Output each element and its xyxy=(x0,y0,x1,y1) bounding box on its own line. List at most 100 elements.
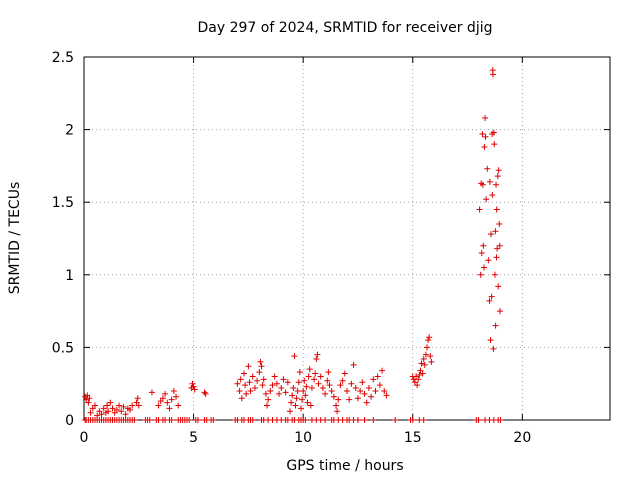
data-point xyxy=(381,387,388,394)
data-point xyxy=(361,390,368,397)
data-point xyxy=(479,181,486,188)
data-point xyxy=(259,382,266,389)
data-point xyxy=(258,363,265,370)
data-point xyxy=(116,402,123,409)
data-point xyxy=(494,173,501,180)
data-point xyxy=(489,71,496,78)
data-point xyxy=(287,408,294,415)
data-point xyxy=(359,379,366,386)
data-point xyxy=(135,402,142,409)
x-tick-label: 0 xyxy=(80,430,89,446)
data-point xyxy=(299,396,306,403)
data-point xyxy=(243,390,250,397)
data-point xyxy=(162,390,169,397)
data-point xyxy=(190,383,197,390)
x-tick-label: 20 xyxy=(513,430,531,446)
data-point xyxy=(422,351,429,358)
data-point xyxy=(325,369,332,376)
data-point xyxy=(414,382,421,389)
data-point xyxy=(300,387,307,394)
data-point xyxy=(339,377,346,384)
data-point xyxy=(104,402,111,409)
data-point xyxy=(365,385,372,392)
data-point xyxy=(105,408,112,415)
data-point xyxy=(346,396,353,403)
data-point xyxy=(186,417,193,423)
data-point xyxy=(260,376,267,383)
data-point xyxy=(237,376,244,383)
data-point xyxy=(201,389,208,396)
data-point xyxy=(86,395,93,402)
data-point xyxy=(319,385,326,392)
data-point xyxy=(238,395,245,402)
data-point xyxy=(486,178,493,185)
data-point xyxy=(256,369,263,376)
data-point xyxy=(234,380,241,387)
data-point xyxy=(493,206,500,213)
data-point xyxy=(494,245,501,252)
data-point xyxy=(308,385,315,392)
data-point xyxy=(191,386,198,393)
data-point xyxy=(314,351,321,358)
data-point xyxy=(312,370,319,377)
data-point xyxy=(415,376,422,383)
data-point xyxy=(354,417,361,423)
data-point xyxy=(341,370,348,377)
data-point xyxy=(488,293,495,300)
data-point xyxy=(421,361,428,368)
data-point xyxy=(249,417,256,423)
data-point xyxy=(427,353,434,360)
y-tick-label: 1.5 xyxy=(52,195,74,211)
data-point xyxy=(476,206,483,213)
data-point xyxy=(254,377,261,384)
y-tick-label: 2.5 xyxy=(52,50,74,66)
data-point xyxy=(483,196,490,203)
data-point xyxy=(428,358,435,365)
data-point xyxy=(289,392,296,399)
chart-title: Day 297 of 2024, SRMTID for receiver dji… xyxy=(198,20,493,36)
data-point xyxy=(294,387,301,394)
data-point xyxy=(497,417,504,423)
data-point xyxy=(383,392,390,399)
data-points xyxy=(82,67,504,423)
data-point xyxy=(416,371,423,378)
data-point xyxy=(354,395,361,402)
data-point xyxy=(293,395,300,402)
data-point xyxy=(485,257,492,264)
data-point xyxy=(291,353,298,360)
data-point xyxy=(361,417,368,423)
data-point xyxy=(374,373,381,380)
data-point xyxy=(127,406,134,413)
data-point xyxy=(85,399,92,406)
data-point xyxy=(322,390,329,397)
data-point xyxy=(210,417,217,423)
data-point xyxy=(376,382,383,389)
data-point xyxy=(368,393,375,400)
data-point xyxy=(91,402,98,409)
data-point xyxy=(202,390,209,397)
data-point xyxy=(313,356,320,363)
data-point xyxy=(352,385,359,392)
data-point xyxy=(480,264,487,271)
data-point xyxy=(146,417,153,423)
data-point xyxy=(357,387,364,394)
data-point xyxy=(350,361,357,368)
data-point xyxy=(131,417,138,423)
data-point xyxy=(337,382,344,389)
data-point xyxy=(292,402,299,409)
data-point xyxy=(328,387,335,394)
data-point xyxy=(487,231,494,238)
data-point xyxy=(257,358,264,365)
data-point xyxy=(305,373,312,380)
data-point xyxy=(189,380,196,387)
data-point xyxy=(251,385,258,392)
data-point xyxy=(479,130,486,137)
data-point xyxy=(155,402,162,409)
data-point xyxy=(303,383,310,390)
data-point xyxy=(302,417,309,423)
data-point xyxy=(495,283,502,290)
data-point xyxy=(134,395,141,402)
data-point xyxy=(420,356,427,363)
data-point xyxy=(370,417,377,423)
